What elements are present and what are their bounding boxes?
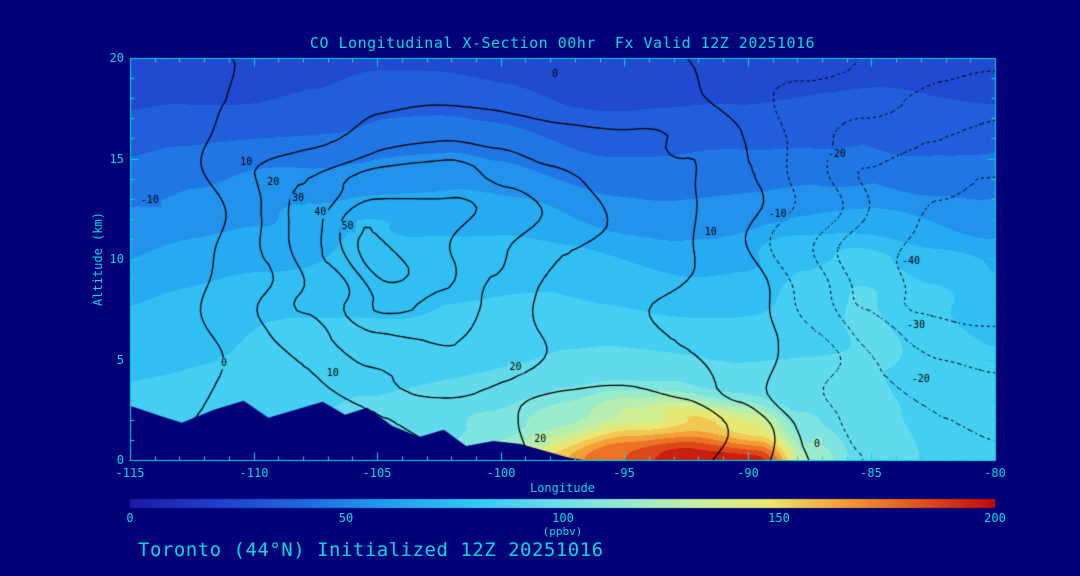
colorbar-tick-label: 150 — [768, 511, 790, 525]
y-tick-label: 20 — [109, 51, 124, 65]
chart-title: CO Longitudinal X-Section 00hr Fx Valid … — [309, 34, 816, 52]
x-tick-label: -100 — [486, 466, 516, 480]
x-tick-label: -85 — [860, 466, 882, 480]
y-tick-label: 15 — [109, 152, 124, 166]
x-axis-label: Longitude — [529, 481, 596, 495]
y-tick-label: 10 — [109, 252, 124, 266]
colorbar-units-label: (ppbv) — [542, 525, 583, 538]
colorbar-tick-label: 200 — [984, 511, 1006, 525]
x-tick-label: -115 — [115, 466, 145, 480]
colorbar-tick-label: 0 — [126, 511, 134, 525]
x-tick-label: -110 — [239, 466, 269, 480]
y-tick-label: 0 — [116, 453, 124, 467]
x-tick-label: -95 — [613, 466, 635, 480]
y-tick-label: 5 — [116, 353, 124, 367]
colorbar-tick-label: 50 — [338, 511, 354, 525]
colorbar-tick-label: 100 — [552, 511, 574, 525]
init-caption: Toronto (44°N) Initialized 12Z 20251016 — [138, 539, 604, 561]
x-tick-label: -105 — [362, 466, 392, 480]
x-tick-label: -80 — [984, 466, 1006, 480]
x-tick-label: -90 — [737, 466, 759, 480]
